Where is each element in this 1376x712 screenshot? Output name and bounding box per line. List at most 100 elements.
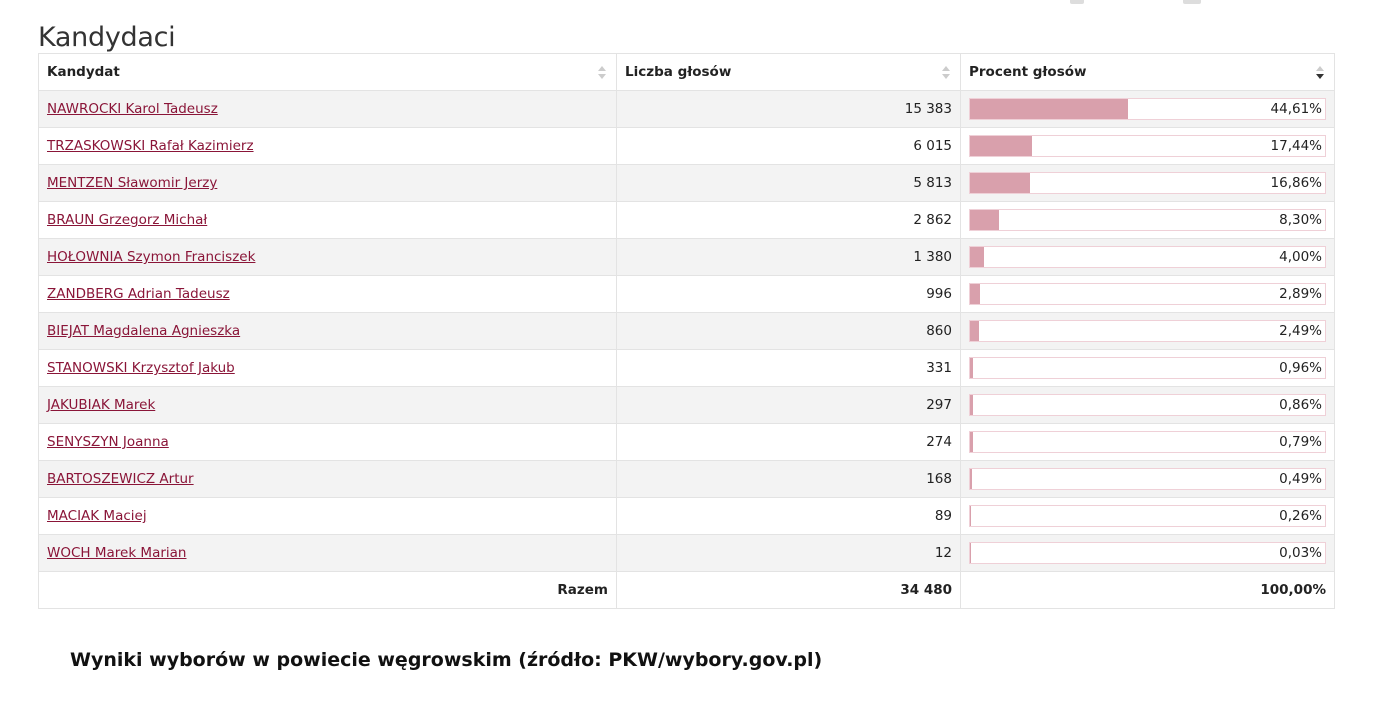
candidate-cell: SENYSZYN Joanna bbox=[38, 423, 617, 461]
candidate-cell: MACIAK Maciej bbox=[38, 497, 617, 535]
percent-bar-fill bbox=[970, 432, 973, 452]
candidate-cell: BRAUN Grzegorz Michał bbox=[38, 201, 617, 239]
percent-cell: 2,89% bbox=[960, 275, 1335, 313]
total-label: Razem bbox=[38, 571, 617, 609]
percent-cell: 16,86% bbox=[960, 164, 1335, 202]
percent-cell: 44,61% bbox=[960, 90, 1335, 128]
candidate-link[interactable]: MACIAK Maciej bbox=[47, 508, 147, 524]
sort-desc-icon bbox=[1316, 66, 1324, 80]
percent-cell: 0,49% bbox=[960, 460, 1335, 498]
percent-bar: 2,49% bbox=[969, 320, 1326, 342]
votes-cell: 996 bbox=[616, 275, 961, 313]
percent-cell: 0,86% bbox=[960, 386, 1335, 424]
votes-cell: 274 bbox=[616, 423, 961, 461]
table-row: SENYSZYN Joanna 274 0,79% bbox=[38, 423, 1335, 461]
header-candidate[interactable]: Kandydat bbox=[38, 53, 617, 91]
percent-cell: 4,00% bbox=[960, 238, 1335, 276]
votes-cell: 2 862 bbox=[616, 201, 961, 239]
percent-cell: 17,44% bbox=[960, 127, 1335, 165]
percent-bar-fill bbox=[970, 506, 971, 526]
candidate-cell: BARTOSZEWICZ Artur bbox=[38, 460, 617, 498]
candidate-link[interactable]: JAKUBIAK Marek bbox=[47, 397, 156, 413]
candidate-cell: HOŁOWNIA Szymon Franciszek bbox=[38, 238, 617, 276]
candidate-link[interactable]: HOŁOWNIA Szymon Franciszek bbox=[47, 249, 256, 265]
candidate-link[interactable]: WOCH Marek Marian bbox=[47, 545, 187, 561]
percent-bar: 2,89% bbox=[969, 283, 1326, 305]
source-caption: Wyniki wyborów w powiecie węgrowskim (źr… bbox=[70, 649, 823, 671]
percent-cell: 0,03% bbox=[960, 534, 1335, 572]
table-row: STANOWSKI Krzysztof Jakub 331 0,96% bbox=[38, 349, 1335, 387]
table-row: NAWROCKI Karol Tadeusz 15 383 44,61% bbox=[38, 90, 1335, 128]
votes-cell: 5 813 bbox=[616, 164, 961, 202]
top-cutoff-icon bbox=[1070, 0, 1084, 4]
candidate-link[interactable]: ZANDBERG Adrian Tadeusz bbox=[47, 286, 230, 302]
percent-bar-fill bbox=[970, 247, 985, 267]
header-percent[interactable]: Procent głosów bbox=[960, 53, 1335, 91]
sort-icon bbox=[598, 66, 606, 80]
table-row: BIEJAT Magdalena Agnieszka 860 2,49% bbox=[38, 312, 1335, 350]
candidate-cell: ZANDBERG Adrian Tadeusz bbox=[38, 275, 617, 313]
header-votes[interactable]: Liczba głosów bbox=[616, 53, 961, 91]
candidate-link[interactable]: BIEJAT Magdalena Agnieszka bbox=[47, 323, 241, 339]
top-cutoff-icon bbox=[1183, 0, 1201, 4]
votes-cell: 331 bbox=[616, 349, 961, 387]
votes-cell: 860 bbox=[616, 312, 961, 350]
percent-label: 0,49% bbox=[1279, 471, 1322, 487]
percent-cell: 0,79% bbox=[960, 423, 1335, 461]
percent-label: 0,96% bbox=[1279, 360, 1322, 376]
percent-bar-fill bbox=[970, 210, 1000, 230]
percent-bar-fill bbox=[970, 173, 1030, 193]
table-row: BRAUN Grzegorz Michał 2 862 8,30% bbox=[38, 201, 1335, 239]
table-row: JAKUBIAK Marek 297 0,86% bbox=[38, 386, 1335, 424]
votes-cell: 1 380 bbox=[616, 238, 961, 276]
percent-cell: 2,49% bbox=[960, 312, 1335, 350]
candidate-link[interactable]: NAWROCKI Karol Tadeusz bbox=[47, 101, 218, 117]
table-row: ZANDBERG Adrian Tadeusz 996 2,89% bbox=[38, 275, 1335, 313]
percent-cell: 0,96% bbox=[960, 349, 1335, 387]
votes-cell: 297 bbox=[616, 386, 961, 424]
percent-cell: 8,30% bbox=[960, 201, 1335, 239]
votes-cell: 6 015 bbox=[616, 127, 961, 165]
candidate-link[interactable]: STANOWSKI Krzysztof Jakub bbox=[47, 360, 235, 376]
candidate-cell: STANOWSKI Krzysztof Jakub bbox=[38, 349, 617, 387]
percent-bar: 0,79% bbox=[969, 431, 1326, 453]
candidate-cell: JAKUBIAK Marek bbox=[38, 386, 617, 424]
percent-bar-fill bbox=[970, 395, 974, 415]
table-row: MACIAK Maciej 89 0,26% bbox=[38, 497, 1335, 535]
percent-bar: 0,49% bbox=[969, 468, 1326, 490]
total-votes: 34 480 bbox=[616, 571, 961, 609]
percent-bar: 44,61% bbox=[969, 98, 1326, 120]
candidate-link[interactable]: TRZASKOWSKI Rafał Kazimierz bbox=[47, 138, 254, 154]
percent-label: 44,61% bbox=[1270, 101, 1322, 117]
percent-bar-fill bbox=[970, 136, 1032, 156]
percent-label: 0,86% bbox=[1279, 397, 1322, 413]
page-title: Kandydaci bbox=[38, 22, 176, 54]
table-header-row: Kandydat Liczba głosów Procent głosów bbox=[38, 53, 1335, 91]
percent-bar-fill bbox=[970, 321, 979, 341]
results-table: Kandydat Liczba głosów Procent głosów NA… bbox=[38, 53, 1335, 609]
votes-cell: 89 bbox=[616, 497, 961, 535]
percent-bar: 0,03% bbox=[969, 542, 1326, 564]
percent-label: 0,03% bbox=[1279, 545, 1322, 561]
table-row: WOCH Marek Marian 12 0,03% bbox=[38, 534, 1335, 572]
candidate-link[interactable]: SENYSZYN Joanna bbox=[47, 434, 169, 450]
votes-cell: 12 bbox=[616, 534, 961, 572]
percent-bar-fill bbox=[970, 358, 974, 378]
candidate-cell: BIEJAT Magdalena Agnieszka bbox=[38, 312, 617, 350]
percent-label: 2,89% bbox=[1279, 286, 1322, 302]
percent-bar: 0,26% bbox=[969, 505, 1326, 527]
percent-label: 16,86% bbox=[1270, 175, 1322, 191]
header-percent-label: Procent głosów bbox=[969, 64, 1087, 80]
percent-label: 0,79% bbox=[1279, 434, 1322, 450]
candidate-cell: TRZASKOWSKI Rafał Kazimierz bbox=[38, 127, 617, 165]
candidate-link[interactable]: MENTZEN Sławomir Jerzy bbox=[47, 175, 218, 191]
total-row: Razem 34 480 100,00% bbox=[38, 571, 1335, 609]
candidate-link[interactable]: BARTOSZEWICZ Artur bbox=[47, 471, 194, 487]
percent-label: 2,49% bbox=[1279, 323, 1322, 339]
percent-bar-fill bbox=[970, 99, 1129, 119]
table-row: MENTZEN Sławomir Jerzy 5 813 16,86% bbox=[38, 164, 1335, 202]
table-row: HOŁOWNIA Szymon Franciszek 1 380 4,00% bbox=[38, 238, 1335, 276]
percent-label: 0,26% bbox=[1279, 508, 1322, 524]
sort-icon bbox=[942, 66, 950, 80]
candidate-link[interactable]: BRAUN Grzegorz Michał bbox=[47, 212, 208, 228]
